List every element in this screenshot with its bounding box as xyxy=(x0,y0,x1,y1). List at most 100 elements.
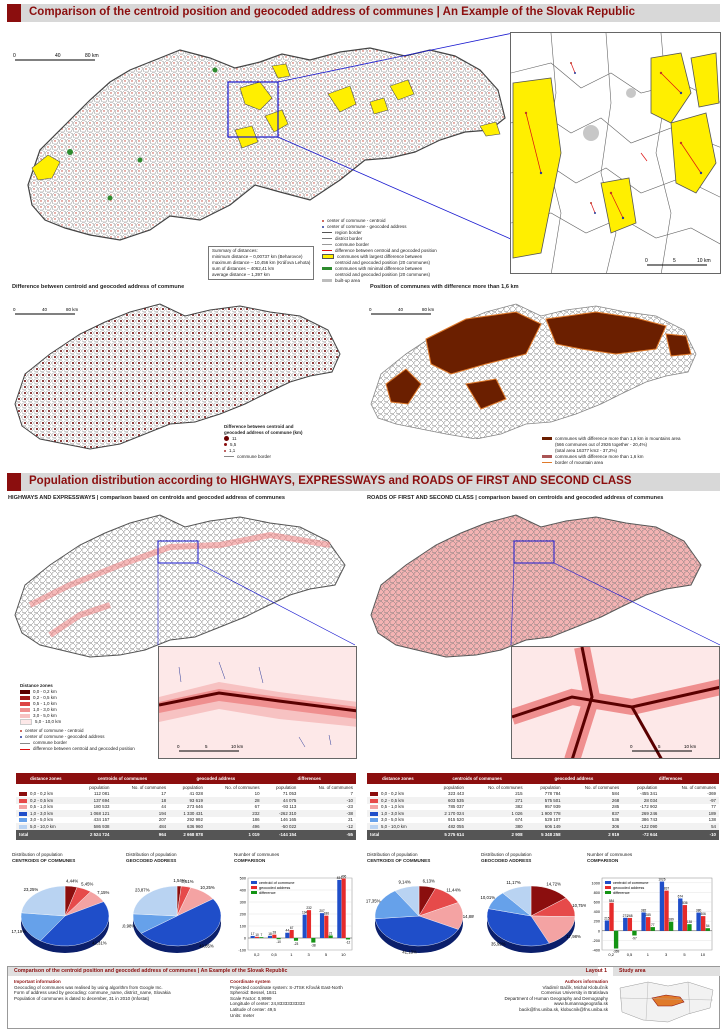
bar-value-label: -38 xyxy=(311,944,316,948)
bar-value-label: 7 xyxy=(260,933,262,937)
table-cell: 93 619 xyxy=(189,797,203,803)
inset-scale-0: 0 xyxy=(645,258,648,264)
x-tick-label: 0,2 xyxy=(608,952,614,957)
table-cell: 138 xyxy=(708,817,716,823)
bar-value-label: 194 xyxy=(302,911,308,915)
bar xyxy=(646,917,651,931)
table-cell: 586 938 xyxy=(93,823,110,829)
zone-cell: 0,5 - 1,0 km xyxy=(16,804,76,811)
table-cell: 41 028 xyxy=(189,791,203,797)
pie-slice-label: 14,72% xyxy=(546,882,561,887)
bar-value-label: 232 xyxy=(306,906,312,910)
x-tick-label: 3 xyxy=(665,952,668,957)
section-2-title: Population distribution according to HIG… xyxy=(29,475,632,487)
svg-text:40: 40 xyxy=(398,307,404,312)
table-cell: 529 107 xyxy=(544,817,561,823)
table-row: 5,0 - 10,0 km 482 055 380 606 149 306 -122 09… xyxy=(367,823,719,830)
table-cell: 1 330 431 xyxy=(183,810,203,816)
total-cell: 5 275 614 xyxy=(428,829,467,840)
y-tick-label: -200 xyxy=(592,939,600,943)
zone-cell: 0,0 - 0,2 km xyxy=(16,791,76,798)
bar-value-label: 496 xyxy=(341,874,347,878)
pie-slice-label: 17,98% xyxy=(566,934,581,939)
bar-value-label: 67 xyxy=(290,926,294,930)
main-map-legend: center of commune - centroid center of c… xyxy=(322,218,437,284)
pie-slice-label: 9,14% xyxy=(398,879,410,884)
pie-slice-label: 5,45% xyxy=(81,882,93,887)
minimal-difference-communes xyxy=(67,67,218,201)
zone-cell: 0,2 - 0,5 km xyxy=(16,797,76,804)
coordinate-system: Coordinate system Projected coordinate s… xyxy=(230,979,343,1018)
y-tick-label: 400 xyxy=(594,910,600,914)
table-cell: 957 939 xyxy=(544,804,561,810)
legend-swatch xyxy=(605,881,611,884)
slovakia-outline xyxy=(27,47,506,241)
pie-slice-label: 35,92% xyxy=(491,942,506,947)
svg-text:5: 5 xyxy=(658,744,661,749)
pie-chart-geocoded-highways: 1,54%3,51% 10,25% 49,85% 10,98% 23,87% xyxy=(122,878,222,953)
y-tick-label: 1000 xyxy=(592,881,600,885)
pie-slice-label: 11,17% xyxy=(506,880,520,885)
legend-swatch xyxy=(251,891,257,894)
zone-label: 0,5 - 1,0 km xyxy=(381,804,405,810)
bar xyxy=(250,935,255,938)
table-cell: 915 520 xyxy=(448,817,464,823)
bar-value-label: 54 xyxy=(706,924,710,928)
pie-slice-label: 3,51% xyxy=(181,879,193,884)
total-cell: 2 668 878 xyxy=(169,829,206,840)
bar-value-label: 1026 xyxy=(658,878,665,882)
total-cell: 2 908 xyxy=(466,829,526,840)
zone-color-swatch xyxy=(19,805,27,810)
bar-value-label: 138 xyxy=(687,920,693,924)
x-tick-label: 10 xyxy=(701,952,706,957)
bar xyxy=(272,934,277,938)
footer-title: Comparison of the centroid position and … xyxy=(8,967,598,976)
inset-detail-map: 0 5 10 km xyxy=(510,32,721,274)
table-cell: 268 xyxy=(611,797,620,803)
bar-value-label: 28 xyxy=(273,931,277,935)
total-cell: 5 348 258 xyxy=(525,829,564,840)
bar-value-label: 207 xyxy=(319,909,325,913)
bar xyxy=(328,935,333,938)
map2-title: Difference between centroid and geocoded… xyxy=(12,284,185,290)
bar xyxy=(345,938,351,940)
zone-color-swatch xyxy=(19,811,27,816)
x-tick-label: 0,5 xyxy=(271,952,277,957)
bar-value-label: -369 xyxy=(613,950,620,954)
legend-label: geocoded address xyxy=(259,886,290,890)
bar xyxy=(609,902,614,931)
table-cell: 386 743 xyxy=(641,817,658,823)
table-cell: 67 xyxy=(254,804,260,810)
summary-line-3: sum of distances – 4062,41 km xyxy=(212,266,275,271)
table-cell: 7 xyxy=(350,791,353,797)
roads-caption: ROADS OF FIRST AND SECOND CLASS | compar… xyxy=(367,495,664,501)
bar-value-label: 584 xyxy=(609,899,615,903)
largest-difference-communes xyxy=(31,63,501,181)
bar xyxy=(259,937,264,938)
x-tick-label: 3 xyxy=(308,952,311,957)
pie-slice xyxy=(394,885,420,917)
table-row: 3,0 - 5,0 km 915 520 674 529 107 536 386 743 1… xyxy=(367,817,719,824)
table-cell: -12 xyxy=(346,823,353,829)
bar xyxy=(289,929,294,938)
bar-value-label: 674 xyxy=(678,894,684,898)
footer-panel: Comparison of the centroid position and … xyxy=(7,966,720,1029)
legend-label: difference xyxy=(259,891,276,895)
pie4-title: Distribution of population GEOCODED ADDRE… xyxy=(481,852,532,863)
pie-slice-label: 14,88% xyxy=(463,914,474,919)
bar-value-label: 484 xyxy=(337,876,343,880)
x-tick-label: 1 xyxy=(290,952,293,957)
pie-slice xyxy=(486,908,550,947)
zone-color-swatch xyxy=(370,824,378,829)
table-cell: 186 xyxy=(252,817,260,823)
zone-color-swatch xyxy=(370,798,378,803)
bar xyxy=(319,913,325,938)
bar-value-label: 215 xyxy=(604,916,610,920)
bar xyxy=(604,920,610,931)
pie-slice-label: 41,13% xyxy=(402,949,417,954)
bar xyxy=(324,915,329,938)
x-tick-label: 0,2 xyxy=(254,952,260,957)
map3-legend: communes with difference more than 1,6 k… xyxy=(542,436,680,466)
total-label: total xyxy=(16,829,76,840)
zone-color-swatch xyxy=(370,818,378,823)
